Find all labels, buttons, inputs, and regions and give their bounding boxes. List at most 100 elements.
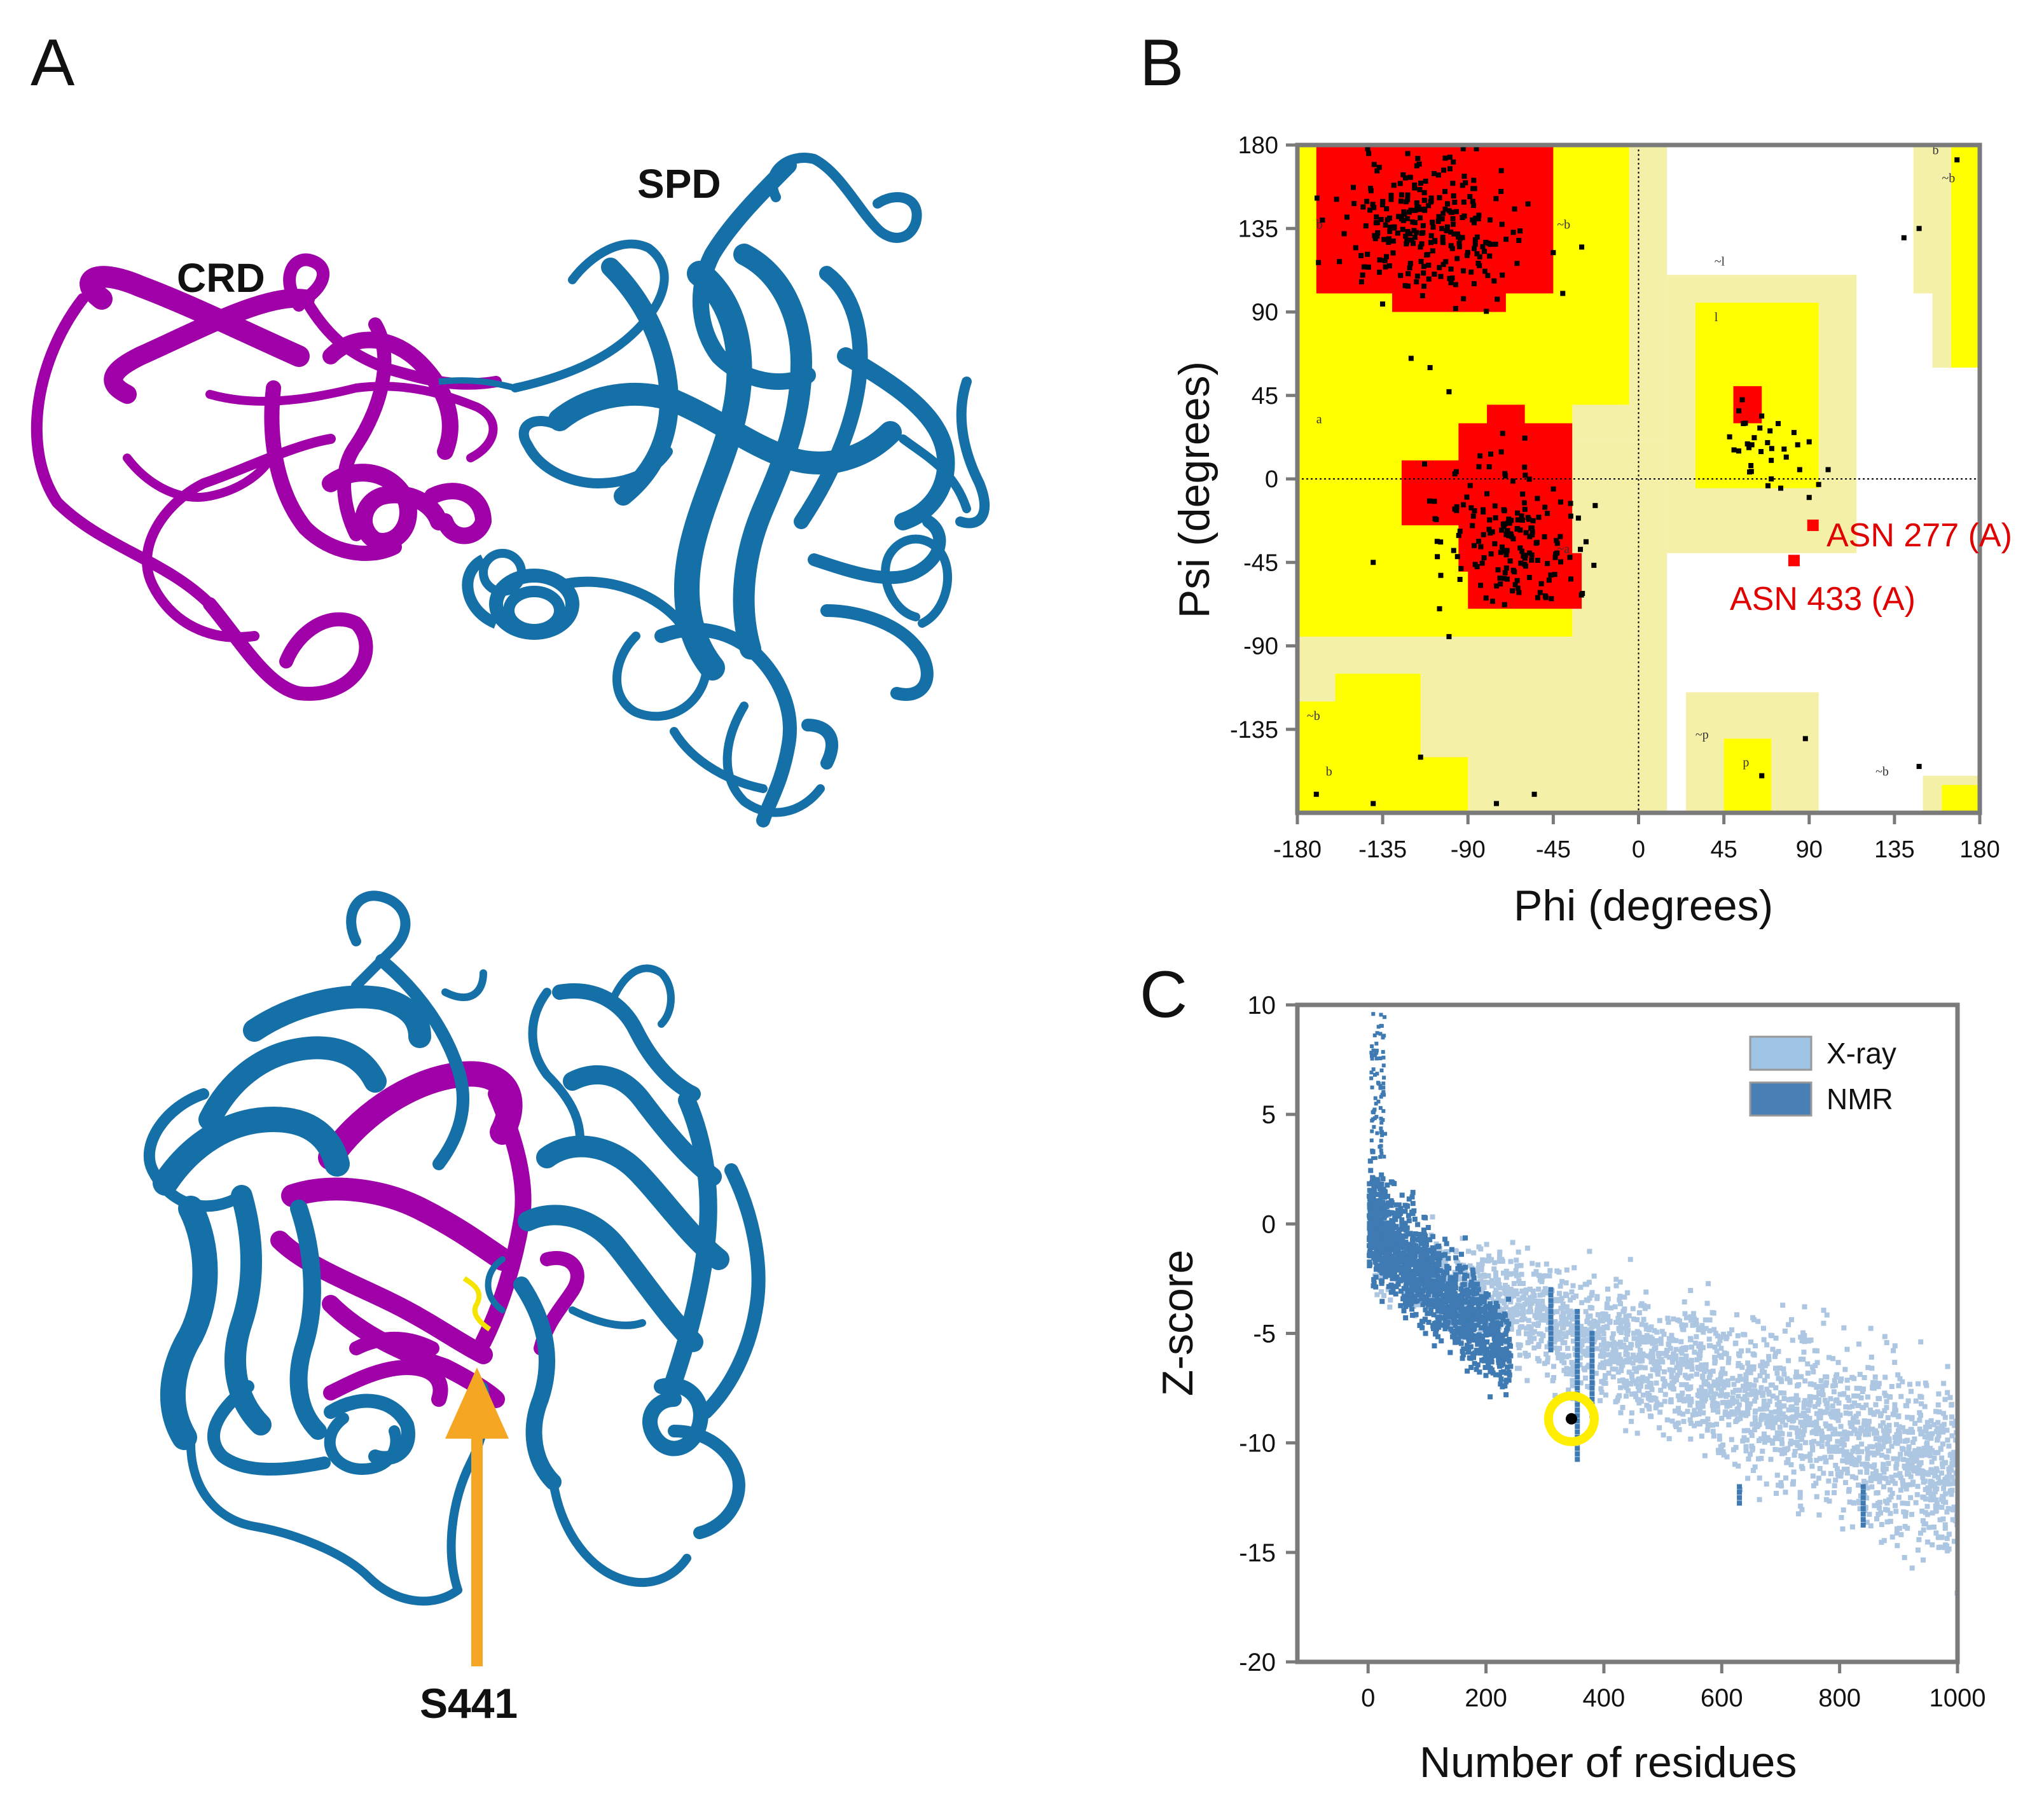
nmr-point xyxy=(1367,1236,1373,1242)
nmr-point xyxy=(1405,1276,1411,1282)
xray-point xyxy=(1647,1406,1652,1412)
nmr-point xyxy=(1444,1269,1450,1275)
xray-point xyxy=(1905,1458,1911,1463)
xray-point xyxy=(1766,1392,1772,1397)
xray-point xyxy=(1699,1362,1704,1368)
xray-point xyxy=(1751,1383,1757,1388)
xray-point xyxy=(1699,1389,1705,1395)
xray-point xyxy=(1636,1352,1642,1358)
xray-point xyxy=(1513,1288,1519,1294)
rama-point xyxy=(1437,265,1442,270)
nmr-point xyxy=(1372,1220,1378,1226)
xray-point xyxy=(1857,1371,1863,1377)
xray-point xyxy=(1371,1253,1377,1259)
xray-point xyxy=(1850,1417,1856,1423)
xray-point xyxy=(1488,1305,1494,1311)
xray-point xyxy=(1620,1318,1626,1324)
xray-point xyxy=(1569,1325,1575,1331)
rama-point xyxy=(1412,207,1418,213)
xray-point xyxy=(1542,1360,1547,1366)
xray-point xyxy=(1447,1280,1453,1285)
region-label: ~l xyxy=(1715,255,1725,269)
xray-point xyxy=(1832,1378,1837,1383)
xray-point xyxy=(1893,1407,1898,1413)
nmr-point xyxy=(1474,1314,1479,1320)
xray-point xyxy=(1626,1345,1631,1350)
xray-point xyxy=(1704,1427,1710,1433)
xray-point xyxy=(1723,1394,1729,1399)
rama-ytick-label: 180 xyxy=(1238,132,1278,159)
rama-point xyxy=(1579,244,1585,250)
xray-point xyxy=(1945,1437,1951,1443)
xray-point xyxy=(1569,1360,1575,1366)
xray-point xyxy=(1940,1493,1945,1499)
nmr-point xyxy=(1392,1215,1398,1221)
nmr-point xyxy=(1383,1236,1389,1241)
nmr-point xyxy=(1379,1278,1385,1283)
nmr-point xyxy=(1404,1228,1409,1233)
xray-point xyxy=(1709,1310,1715,1315)
xray-point xyxy=(1859,1462,1865,1467)
nmr-point xyxy=(1393,1236,1399,1242)
region-label: ~b xyxy=(1875,765,1889,779)
xray-point xyxy=(1424,1280,1430,1286)
xray-point xyxy=(1618,1410,1624,1416)
xray-point xyxy=(1607,1361,1613,1367)
xray-point xyxy=(1454,1258,1460,1264)
nmr-point xyxy=(1379,1116,1383,1121)
nmr-point xyxy=(1479,1316,1485,1322)
rama-point xyxy=(1739,397,1745,403)
xray-point xyxy=(1747,1381,1753,1387)
xray-point xyxy=(1653,1345,1659,1350)
xray-point xyxy=(1502,1331,1508,1336)
xray-point xyxy=(1690,1322,1695,1328)
nmr-point xyxy=(1442,1298,1448,1304)
rama-point xyxy=(1514,526,1520,532)
nmr-point xyxy=(1384,1263,1390,1269)
xray-point xyxy=(1702,1396,1708,1402)
nmr-point xyxy=(1385,1224,1391,1229)
xray-point xyxy=(1872,1473,1878,1479)
nmr-point xyxy=(1385,1194,1390,1200)
core-region-4 xyxy=(1401,460,1525,525)
xray-point xyxy=(1405,1267,1411,1273)
xray-point xyxy=(1896,1383,1902,1388)
nmr-point xyxy=(1369,1235,1374,1241)
xray-point xyxy=(1639,1336,1645,1342)
nmr-point xyxy=(1399,1235,1405,1241)
nmr-point xyxy=(1426,1262,1432,1268)
nmr-point xyxy=(1369,1231,1375,1236)
nmr-point xyxy=(1417,1247,1423,1252)
xray-point xyxy=(1933,1409,1939,1414)
xray-point xyxy=(1905,1500,1910,1506)
xray-point xyxy=(1814,1360,1820,1366)
xray-point xyxy=(1820,1431,1825,1437)
nmr-point xyxy=(1428,1255,1433,1261)
xray-point xyxy=(1587,1313,1593,1319)
nmr-point xyxy=(1370,1044,1374,1049)
nmr-point xyxy=(1589,1341,1595,1347)
xray-point xyxy=(1685,1394,1691,1399)
xray-point xyxy=(1412,1238,1418,1244)
xray-point xyxy=(1510,1288,1516,1294)
rama-point xyxy=(1550,250,1556,256)
xray-point xyxy=(1521,1281,1526,1287)
xray-point xyxy=(1677,1410,1683,1416)
rama-point xyxy=(1377,257,1383,263)
xray-point xyxy=(1844,1435,1850,1441)
xray-point xyxy=(1799,1430,1805,1435)
xray-point xyxy=(1564,1366,1570,1371)
xray-point xyxy=(1536,1331,1542,1337)
xray-point xyxy=(1814,1411,1820,1416)
nmr-point xyxy=(1432,1279,1438,1285)
nmr-point xyxy=(1376,1208,1381,1214)
xray-point xyxy=(1909,1462,1915,1468)
nmr-point xyxy=(1409,1194,1415,1200)
nmr-point xyxy=(1453,1323,1458,1329)
nmr-point xyxy=(1500,1361,1506,1367)
nmr-point xyxy=(1400,1245,1406,1250)
nmr-point xyxy=(1400,1243,1406,1249)
rama-point xyxy=(1500,272,1505,278)
xray-point xyxy=(1645,1304,1651,1310)
nmr-point xyxy=(1860,1490,1866,1495)
